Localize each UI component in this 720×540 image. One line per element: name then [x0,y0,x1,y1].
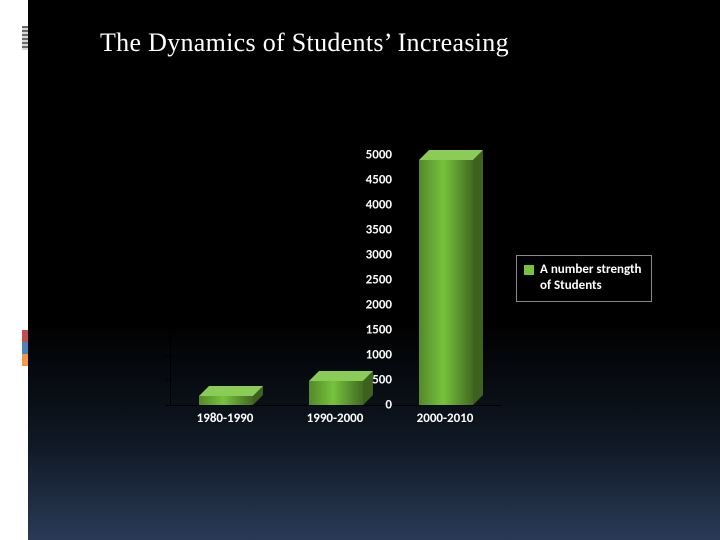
y-tick [166,355,171,356]
y-axis-label: 3000 [332,248,392,263]
y-tick [166,380,171,381]
slide: The Dynamics of Students’ Increasing A n… [0,0,720,540]
slide-title: The Dynamics of Students’ Increasing [100,28,680,58]
strip-accent-dots [22,330,28,366]
bar-side [473,150,483,405]
bar-top [419,150,483,160]
accent-dot [22,354,28,366]
legend: A number strength of Students [516,255,652,302]
y-tick [166,280,171,281]
bar-top [199,386,263,396]
y-tick [166,205,171,206]
y-axis-label: 2000 [332,298,392,313]
x-axis-label: 1980-1990 [197,411,254,426]
y-tick [166,230,171,231]
legend-swatch-icon [524,265,534,275]
y-tick [166,330,171,331]
left-accent-strip [0,0,28,540]
y-tick [166,180,171,181]
accent-dot [22,330,28,342]
y-axis-label: 5000 [332,148,392,163]
y-tick [166,155,171,156]
y-tick [166,305,171,306]
legend-label: A number strength of Students [540,262,644,295]
accent-dot [22,342,28,354]
y-tick [166,405,171,406]
bar-front [199,396,253,405]
x-axis-label: 2000-2010 [417,411,474,426]
bar-front [419,160,473,405]
y-axis-label: 4500 [332,173,392,188]
y-axis-label: 3500 [332,223,392,238]
y-axis-label: 500 [332,373,392,388]
y-axis-label: 1500 [332,323,392,338]
y-axis-label: 2500 [332,273,392,288]
x-axis-label: 1990-2000 [307,411,364,426]
strip-hatch-icon [22,26,28,50]
y-axis-label: 4000 [332,198,392,213]
students-chart: A number strength of Students 0500100015… [100,155,660,455]
y-axis-label: 1000 [332,348,392,363]
y-tick [166,255,171,256]
